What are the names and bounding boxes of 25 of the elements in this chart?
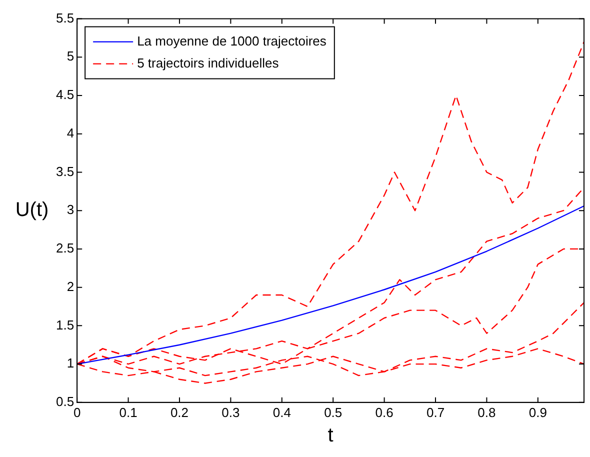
y-tick-label: 5 — [66, 48, 74, 64]
legend-label: 5 trajectoirs individuelles — [137, 55, 280, 70]
x-tick-label: 0.7 — [426, 404, 445, 420]
x-tick-label: 0.5 — [324, 404, 342, 420]
legend-label: La moyenne de 1000 trajectoires — [137, 33, 327, 48]
y-axis-title: U(t) — [15, 199, 49, 222]
x-tick-label: 0.2 — [170, 404, 189, 420]
y-tick-label: 5.5 — [56, 10, 74, 26]
x-axis-title: t — [328, 424, 334, 447]
x-tick-label: 0 — [73, 404, 81, 420]
y-tick-label: 1 — [66, 356, 74, 371]
x-tick-label: 0.4 — [272, 404, 291, 420]
x-tick-label: 0.3 — [222, 404, 240, 420]
y-tick-label: 2 — [66, 278, 74, 294]
x-tick-label: 0.6 — [375, 404, 394, 420]
x-tick-label: 0.9 — [528, 404, 547, 420]
y-tick-label: 3 — [66, 202, 74, 218]
y-tick-label: 4 — [66, 125, 74, 140]
y-tick-label: 3.5 — [56, 164, 74, 179]
x-tick-label: 0.1 — [119, 404, 138, 420]
y-tick-label: 4.5 — [56, 87, 74, 102]
y-tick-label: 1.5 — [56, 317, 74, 332]
x-tick-label: 0.8 — [478, 404, 496, 420]
y-tick-label: 2.5 — [56, 240, 74, 256]
y-tick-label: 0.5 — [56, 394, 74, 409]
